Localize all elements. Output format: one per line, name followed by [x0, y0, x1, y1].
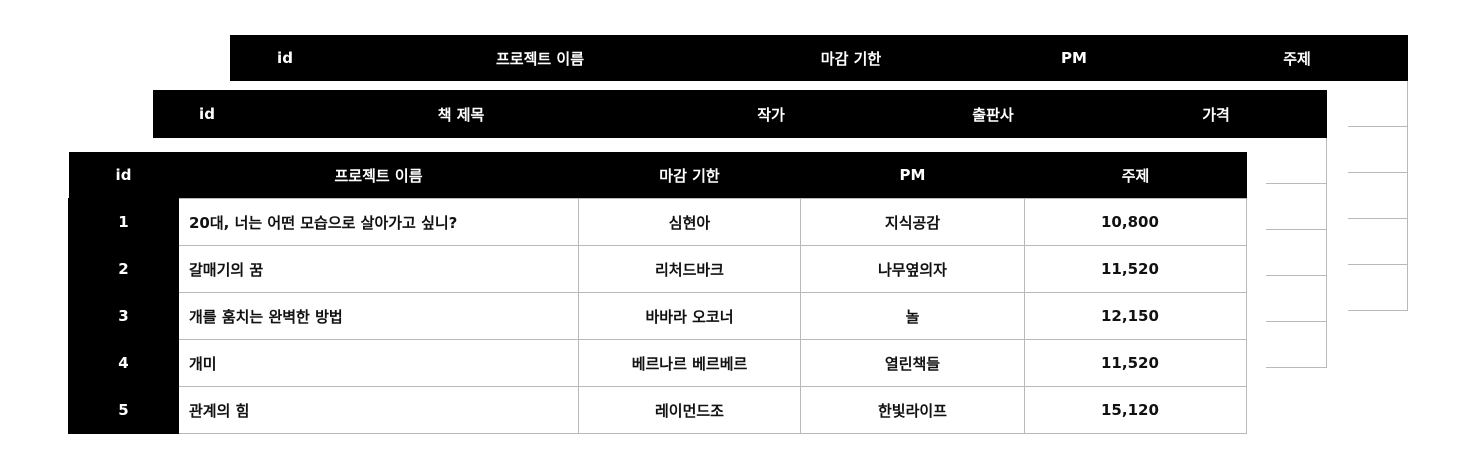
table-row: 5 관계의 힘 레이먼드조 한빛라이프 15,120 — [68, 386, 1247, 434]
front-header-pm: PM — [800, 152, 1025, 199]
table-row: 3 개를 훔치는 완벽한 방법 바바라 오코너 놀 12,150 — [68, 292, 1247, 340]
row-title-cell: 개를 훔치는 완벽한 방법 — [178, 292, 579, 340]
row-author-cell: 베르나르 베르베르 — [578, 339, 801, 387]
row-title-cell: 개미 — [178, 339, 579, 387]
table-row — [1348, 127, 1407, 173]
back-table-row-stubs — [1348, 81, 1408, 311]
front-header-topic: 주제 — [1024, 152, 1247, 199]
row-publisher-cell: 열린책들 — [800, 339, 1025, 387]
back-header-project-name: 프로젝트 이름 — [340, 35, 740, 81]
front-table: id 프로젝트 이름 마감 기한 PM 주제 1 20대, 너는 어떤 모습으로… — [68, 152, 1247, 434]
row-id-cell: 3 — [68, 292, 179, 340]
back-header-topic: 주제 — [1186, 35, 1408, 81]
table-row: 2 갈매기의 꿈 리처드바크 나무옆의자 11,520 — [68, 245, 1247, 293]
table-row — [1348, 219, 1407, 265]
middle-table-sheet: id 책 제목 작가 출판사 가격 — [153, 90, 1327, 138]
middle-header-id: id — [153, 90, 261, 138]
back-table: id 프로젝트 이름 마감 기한 PM 주제 — [230, 35, 1408, 81]
row-price-cell: 11,520 — [1024, 245, 1247, 293]
table-row — [1348, 81, 1407, 127]
row-author-cell: 바바라 오코너 — [578, 292, 801, 340]
front-header-project-name: 프로젝트 이름 — [178, 152, 579, 199]
row-id-cell: 1 — [68, 198, 179, 246]
middle-table-row-stubs — [1266, 138, 1327, 368]
row-price-cell: 12,150 — [1024, 292, 1247, 340]
row-publisher-cell: 놀 — [800, 292, 1025, 340]
table-row: 4 개미 베르나르 베르베르 열린책들 11,520 — [68, 339, 1247, 387]
table-row — [1266, 322, 1326, 368]
row-author-cell: 레이먼드조 — [578, 386, 801, 434]
front-table-sheet: id 프로젝트 이름 마감 기한 PM 주제 1 20대, 너는 어떤 모습으로… — [68, 152, 1247, 434]
row-author-cell: 심현아 — [578, 198, 801, 246]
table-row: 1 20대, 너는 어떤 모습으로 살아가고 싶니? 심현아 지식공감 10,8… — [68, 198, 1247, 246]
back-table-header-row: id 프로젝트 이름 마감 기한 PM 주제 — [230, 35, 1408, 81]
middle-header-author: 작가 — [661, 90, 881, 138]
row-title-cell: 갈매기의 꿈 — [178, 245, 579, 293]
row-id-cell: 5 — [68, 386, 179, 434]
back-table-sheet: id 프로젝트 이름 마감 기한 PM 주제 — [230, 35, 1408, 81]
middle-table-header-row: id 책 제목 작가 출판사 가격 — [153, 90, 1327, 138]
middle-header-book-title: 책 제목 — [261, 90, 661, 138]
row-publisher-cell: 한빛라이프 — [800, 386, 1025, 434]
table-row — [1266, 276, 1326, 322]
row-title-cell: 20대, 너는 어떤 모습으로 살아가고 싶니? — [178, 198, 579, 246]
table-row — [1266, 184, 1326, 230]
back-header-id: id — [230, 35, 340, 81]
row-price-cell: 10,800 — [1024, 198, 1247, 246]
middle-header-price: 가격 — [1105, 90, 1327, 138]
row-price-cell: 15,120 — [1024, 386, 1247, 434]
table-row — [1348, 173, 1407, 219]
table-row — [1266, 138, 1326, 184]
row-publisher-cell: 지식공감 — [800, 198, 1025, 246]
row-title-cell: 관계의 힘 — [178, 386, 579, 434]
table-row — [1348, 265, 1407, 311]
middle-table: id 책 제목 작가 출판사 가격 — [153, 90, 1327, 138]
back-header-deadline: 마감 기한 — [740, 35, 962, 81]
row-author-cell: 리처드바크 — [578, 245, 801, 293]
front-table-header-row: id 프로젝트 이름 마감 기한 PM 주제 — [68, 152, 1247, 199]
middle-header-publisher: 출판사 — [881, 90, 1105, 138]
front-header-id: id — [68, 152, 179, 199]
row-id-cell: 2 — [68, 245, 179, 293]
table-row — [1266, 230, 1326, 276]
row-price-cell: 11,520 — [1024, 339, 1247, 387]
front-header-deadline: 마감 기한 — [578, 152, 801, 199]
row-publisher-cell: 나무옆의자 — [800, 245, 1025, 293]
row-id-cell: 4 — [68, 339, 179, 387]
back-header-pm: PM — [962, 35, 1186, 81]
